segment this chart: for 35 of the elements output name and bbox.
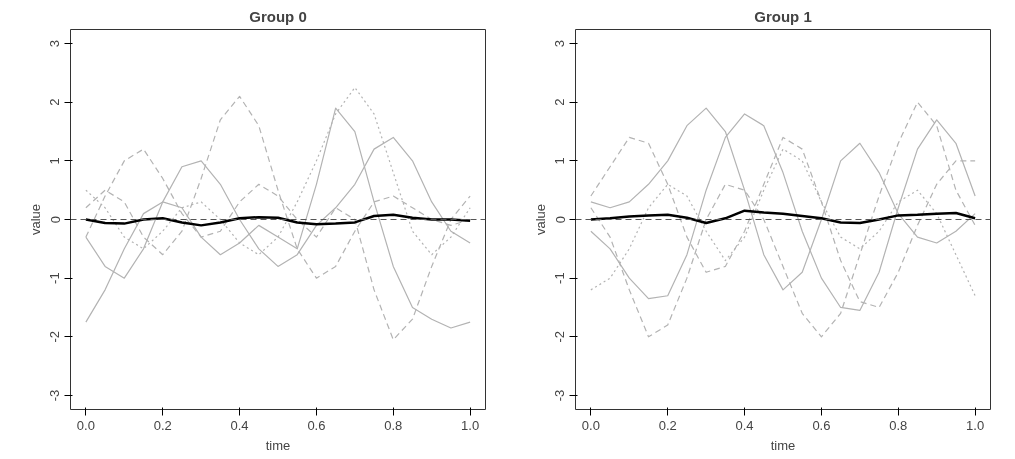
y-tick-label: -1: [552, 272, 568, 284]
chart-title: Group 0: [249, 7, 307, 25]
x-tick-label: 0.4: [735, 417, 754, 433]
y-tick-label: -3: [552, 389, 568, 402]
y-tick-label: 1: [552, 157, 568, 165]
line-series: [84, 213, 472, 227]
x-tick-label: 0.4: [230, 417, 249, 433]
y-tick-label: -2: [47, 331, 63, 343]
x-tick-label: 0.0: [76, 417, 95, 433]
x-tick-label: 1.0: [966, 417, 985, 433]
chart-title: Group 1: [754, 7, 812, 25]
y-tick-label: -3: [47, 389, 63, 402]
line-series: [589, 209, 977, 225]
y-tick-label: -2: [552, 331, 568, 343]
x-tick-label: 0.2: [153, 417, 172, 433]
y-tick-label: 1: [47, 157, 63, 165]
y-tick-label: 3: [552, 39, 568, 48]
y-axis-title: value: [532, 203, 548, 236]
x-axis-title: time: [265, 437, 291, 453]
x-tick-label: 0.6: [307, 417, 326, 433]
y-tick-label: 3: [47, 39, 63, 48]
y-tick-label: 2: [552, 98, 568, 106]
line-series: [590, 101, 976, 338]
y-tick-label: 0: [47, 215, 63, 224]
x-axis-title: time: [770, 437, 796, 453]
y-tick-label: -1: [47, 272, 63, 284]
x-tick-label: 0.0: [581, 417, 600, 433]
x-tick-label: 0.2: [658, 417, 677, 433]
y-tick-label: 0: [552, 215, 568, 224]
x-tick-label: 1.0: [461, 417, 480, 433]
x-tick-label: 0.8: [384, 417, 403, 433]
y-tick-label: 2: [47, 98, 63, 106]
x-tick-label: 0.6: [812, 417, 831, 433]
x-tick-label: 0.8: [889, 417, 908, 433]
y-axis-title: value: [27, 203, 43, 236]
